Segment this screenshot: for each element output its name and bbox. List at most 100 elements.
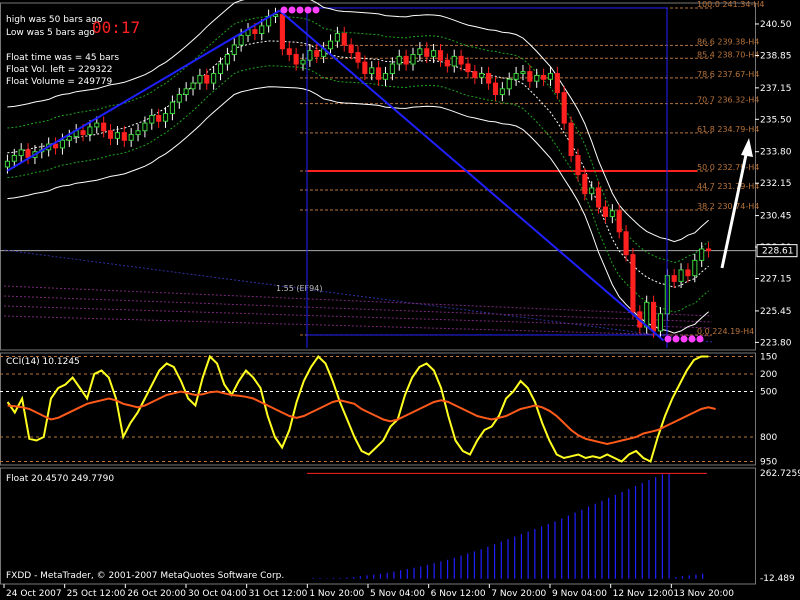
candle — [630, 254, 636, 313]
candle — [348, 44, 354, 54]
candle — [651, 301, 657, 332]
volume-min-label: -12.489 — [760, 574, 795, 584]
y-tick-label: 240.50 — [760, 20, 792, 30]
candle — [616, 210, 622, 233]
candle — [66, 135, 72, 141]
candle — [706, 248, 712, 252]
candle — [589, 187, 595, 195]
projection-label: 1.55 (EF94) — [276, 284, 322, 293]
x-tick-label: 24 Oct 2007 — [6, 589, 62, 599]
candle — [596, 187, 602, 208]
time-axis: 24 Oct 2007 25 Oct 12:00 26 Oct 20:00 30 Oc… — [3, 584, 734, 599]
candle — [644, 301, 650, 328]
x-tick-label: 25 Oct 12:00 — [67, 589, 126, 599]
high-marker-dot — [304, 6, 312, 14]
candle — [369, 67, 375, 75]
volume-frame — [0, 467, 756, 585]
cci-tick-label: 200 — [760, 370, 777, 380]
footer-copyright: FXDD - MetaTrader, © 2001-2007 MetaQuote… — [6, 571, 284, 581]
candle — [94, 122, 100, 128]
low-marker-dot — [688, 335, 696, 343]
fib-label: 38.2 230.74-H4 — [697, 202, 759, 211]
candle — [176, 94, 182, 103]
candle — [135, 130, 141, 136]
x-tick-label: 1 Nov 20:00 — [309, 589, 364, 599]
candle — [417, 48, 423, 55]
candle — [513, 73, 519, 80]
candle — [602, 206, 609, 218]
candle — [623, 231, 629, 256]
candle — [142, 122, 148, 132]
fib-label: 50.0 232.79-H4 — [697, 163, 759, 172]
x-tick-label: 12 Nov 12:00 — [613, 589, 674, 599]
candle — [437, 50, 444, 61]
high-marker-dot — [296, 6, 304, 14]
info-panel: high was 50 bars ago Low was 5 bars ago … — [6, 15, 140, 87]
x-tick-label: 31 Oct 12:00 — [249, 589, 308, 599]
candle — [479, 73, 485, 78]
candle — [314, 50, 320, 57]
cci-tick-label: 500 — [760, 388, 777, 398]
candle — [114, 132, 120, 139]
candle — [87, 126, 93, 136]
y-tick-label: 223.80 — [760, 338, 792, 348]
fib-label: 78.6 237.67-H4 — [697, 70, 759, 79]
candle — [190, 82, 196, 90]
candle — [492, 82, 499, 96]
candle — [286, 48, 292, 55]
candle — [396, 55, 402, 65]
projection-line — [3, 249, 713, 343]
fib-label: 70.7 236.32-H4 — [697, 96, 759, 105]
candle — [197, 74, 203, 84]
x-tick-label: 6 Nov 12:00 — [431, 589, 486, 599]
candle — [59, 139, 65, 149]
candle — [527, 71, 533, 82]
candle — [465, 63, 471, 73]
y-tick-label: 237.15 — [760, 84, 792, 94]
candle — [327, 40, 334, 50]
main-frame — [0, 2, 756, 351]
candle — [444, 59, 450, 67]
candle — [609, 210, 615, 218]
info-low: Low was 5 bars ago — [6, 28, 95, 38]
low-marker-dot — [680, 335, 688, 343]
candle — [534, 74, 540, 82]
candle — [376, 67, 382, 80]
candle — [279, 13, 285, 50]
fib-label: 85.4 238.70-H4 — [697, 50, 759, 59]
fib-label: 44.7 231.79-H4 — [697, 182, 759, 191]
price-chart: 100.0 241.34-H4 86.6 239.38-H4 85.4 238.70… — [0, 0, 764, 351]
candle — [204, 74, 210, 84]
candle — [382, 73, 389, 80]
fib-label: 61.8 234.79-H4 — [697, 125, 759, 134]
candle — [582, 174, 588, 195]
candle — [293, 53, 299, 65]
x-tick-label: 26 Oct 20:00 — [127, 589, 186, 599]
x-tick-label: 5 Nov 04:00 — [370, 589, 425, 599]
cci-frame — [0, 352, 756, 466]
fib-label: 0.0 224.19-H4 — [697, 327, 754, 336]
envelope-lower — [7, 65, 709, 313]
candle — [341, 33, 347, 46]
candle — [149, 114, 155, 124]
x-tick-label: 9 Nov 04:00 — [552, 589, 607, 599]
high-marker-dot — [288, 6, 296, 14]
y-tick-label: 238.85 — [760, 51, 792, 61]
high-marker-dot — [312, 6, 320, 14]
band-upper — [7, 0, 709, 243]
cci-tick-label: 150 — [760, 353, 777, 363]
candle — [11, 155, 17, 162]
cci-signal-line — [7, 390, 716, 446]
candle — [107, 130, 114, 139]
candle — [499, 88, 505, 96]
candle — [486, 73, 492, 84]
candle — [121, 132, 127, 141]
candle — [300, 59, 306, 65]
candle — [506, 78, 512, 90]
projection-line — [3, 305, 713, 329]
info-float-vol-left: Float Vol. left = 229322 — [6, 65, 112, 75]
candle — [568, 122, 574, 157]
candle — [678, 269, 684, 282]
candle — [238, 34, 244, 46]
